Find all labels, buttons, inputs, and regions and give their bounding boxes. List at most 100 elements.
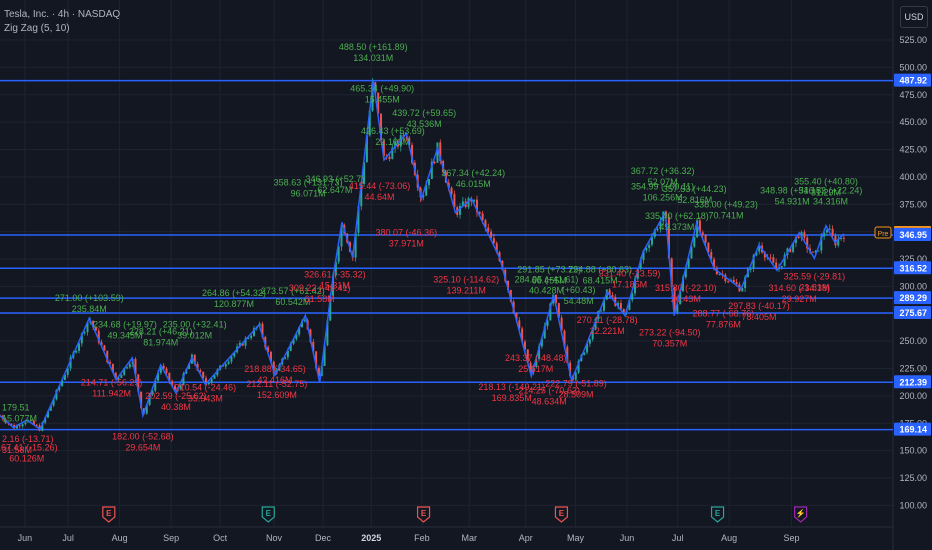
candle-body bbox=[698, 220, 701, 233]
zigzag-label: 288.77 (-68.76) bbox=[693, 308, 755, 318]
candle-body bbox=[391, 147, 394, 160]
candle-body bbox=[337, 246, 340, 262]
candle-body bbox=[233, 352, 236, 357]
zigzag-label: 22.221M bbox=[590, 326, 625, 336]
zigzag-label: 111.942M bbox=[92, 388, 131, 398]
earnings-icon[interactable]: E bbox=[416, 506, 431, 523]
candle-body bbox=[363, 162, 366, 185]
horizontal-levels bbox=[0, 79, 893, 431]
candle-body bbox=[377, 92, 380, 114]
candle-body bbox=[622, 308, 625, 312]
candle-body bbox=[842, 237, 845, 239]
candle-body bbox=[388, 156, 391, 160]
x-tick-label: Mar bbox=[461, 533, 477, 543]
earnings-icon[interactable]: E bbox=[554, 506, 569, 523]
candle-body bbox=[631, 293, 634, 300]
earnings-icon[interactable]: E bbox=[710, 506, 725, 523]
y-tick-label: 325.00 bbox=[899, 254, 927, 264]
candle-body bbox=[44, 417, 47, 423]
zigzag-label: 120.877M bbox=[214, 299, 254, 309]
x-tick-label: Jun bbox=[620, 533, 635, 543]
zigzag-label: 37.971M bbox=[389, 238, 424, 248]
axis-tag bbox=[894, 73, 931, 87]
zigzag-label: 40.428M bbox=[529, 286, 564, 296]
marker-shape bbox=[554, 506, 569, 523]
candle-body bbox=[213, 375, 216, 379]
candle-body bbox=[521, 328, 524, 342]
axis-tag-label: 289.29 bbox=[899, 293, 927, 303]
y-tick-label: 400.00 bbox=[899, 172, 927, 182]
x-tick-label: Apr bbox=[519, 533, 533, 543]
candle-body bbox=[523, 341, 526, 350]
x-tick-label: Nov bbox=[266, 533, 283, 543]
zigzag-label: 29.927M bbox=[782, 294, 817, 304]
zigzag-label: 284.95 (+41.61) bbox=[515, 275, 579, 285]
candle-body bbox=[673, 287, 676, 313]
candle-body bbox=[357, 206, 360, 233]
candle-body bbox=[354, 232, 357, 258]
candle-body bbox=[490, 231, 493, 239]
candle-body bbox=[157, 372, 160, 381]
earnings-markers: E E E E E ⚡ bbox=[102, 506, 808, 523]
earnings-icon[interactable]: E bbox=[102, 506, 116, 523]
candle-body bbox=[295, 334, 298, 340]
candle-body bbox=[103, 345, 106, 351]
candle-body bbox=[696, 220, 699, 238]
candle-body bbox=[823, 232, 826, 237]
earnings-icon[interactable]: E bbox=[261, 506, 275, 523]
zigzag-label: 62.647M bbox=[317, 185, 352, 195]
zigzag-label: 54.48M bbox=[564, 296, 594, 306]
zigzag-label: 61.58M bbox=[305, 294, 335, 304]
candle-body bbox=[368, 110, 371, 136]
candle-body bbox=[741, 288, 744, 292]
candle-body bbox=[772, 257, 775, 263]
candle-body bbox=[92, 320, 95, 328]
candle-body bbox=[97, 330, 100, 343]
axis-tag-label: 487.92 bbox=[899, 76, 927, 86]
zigzag-label: (+60.43) bbox=[562, 285, 596, 295]
candle-body bbox=[165, 368, 168, 373]
candle-body bbox=[667, 216, 670, 259]
candle-body bbox=[744, 277, 747, 289]
zigzag-label: 139.211M bbox=[446, 286, 485, 296]
candle-body bbox=[114, 372, 117, 379]
indicator-title: Zig Zag (5, 10) bbox=[4, 23, 70, 34]
marker-letter: E bbox=[266, 509, 272, 518]
candle-body bbox=[735, 282, 738, 285]
candle-body bbox=[199, 370, 202, 372]
candle-body bbox=[656, 229, 659, 231]
candle-body bbox=[250, 335, 253, 339]
candle-body bbox=[317, 367, 320, 377]
candle-body bbox=[478, 212, 481, 214]
candle-body bbox=[569, 362, 572, 376]
price-axis[interactable] bbox=[893, 0, 932, 550]
y-tick-label: 100.00 bbox=[899, 500, 927, 510]
zigzag-label: 182.00 (-52.68) bbox=[112, 432, 174, 442]
candle-body bbox=[69, 357, 72, 369]
split-icon[interactable]: ⚡ bbox=[794, 506, 808, 523]
zigzag-label: 60.126M bbox=[9, 454, 44, 464]
zigzag-label: 358.63 (+131.73) bbox=[274, 178, 343, 188]
zigzag-label: 25.617M bbox=[518, 364, 553, 374]
candle-body bbox=[563, 330, 566, 347]
zigzag-label: 270.11 (-28.78) bbox=[577, 315, 638, 325]
currency-button[interactable]: USD bbox=[900, 6, 928, 28]
candle-body bbox=[634, 278, 637, 294]
candle-body bbox=[162, 365, 165, 369]
axis-tag-label: 316.52 bbox=[899, 263, 927, 273]
candle-body bbox=[134, 358, 137, 375]
candle-body bbox=[648, 244, 651, 248]
candle-body bbox=[549, 303, 552, 321]
zigzag bbox=[0, 79, 845, 431]
marker-letter: E bbox=[715, 509, 721, 518]
candle-body bbox=[724, 274, 727, 282]
x-tick-label: Jul bbox=[672, 533, 684, 543]
axis-tag bbox=[894, 422, 931, 436]
candle-body bbox=[713, 259, 716, 270]
candle-body bbox=[196, 363, 199, 371]
candle-body bbox=[24, 422, 27, 425]
candle-body bbox=[436, 142, 439, 163]
y-tick-label: 300.00 bbox=[899, 281, 927, 291]
